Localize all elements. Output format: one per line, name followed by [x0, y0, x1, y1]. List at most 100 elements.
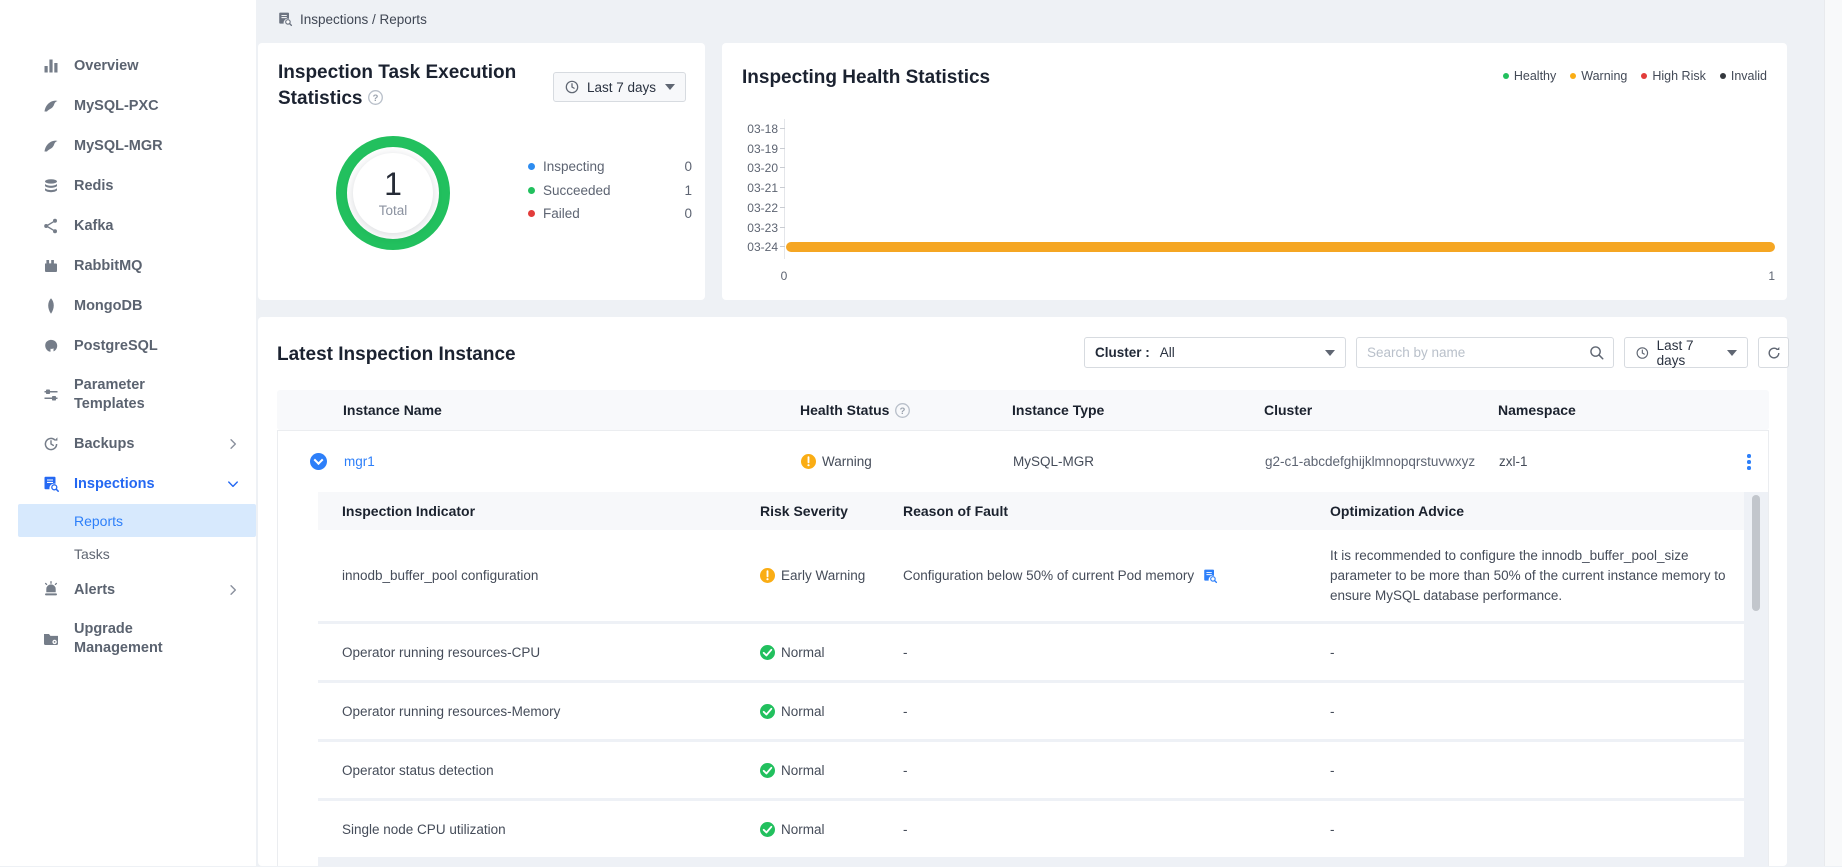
sidebar-item-label: RabbitMQ	[74, 257, 196, 276]
sidebar-item-kafka[interactable]: Kafka	[0, 206, 256, 246]
time-range-dropdown[interactable]: Last 7 days	[553, 72, 686, 102]
help-icon[interactable]: ?	[367, 89, 384, 106]
task-stats-legend: Inspecting0Succeeded1 Failed 0	[528, 155, 692, 226]
time-range-dropdown[interactable]: Last 7 days	[1624, 337, 1748, 368]
success-check-icon	[760, 822, 775, 837]
cluster-filter-value: All	[1160, 345, 1175, 360]
legend-dot	[1503, 73, 1509, 79]
inspection-detail-panel: Inspection Indicator Risk Severity Reaso…	[318, 492, 1768, 867]
y-axis-tick-label: 03-24	[722, 240, 778, 254]
refresh-button[interactable]	[1758, 337, 1789, 368]
col-risk-severity: Risk Severity	[760, 492, 848, 530]
dolphin-icon	[42, 97, 60, 115]
sidebar-item-mongodb[interactable]: MongoDB	[0, 286, 256, 326]
sidebar-item-reports[interactable]: Reports	[18, 504, 256, 537]
page-scrollbar-track[interactable]	[1824, 0, 1842, 866]
collapse-row-button[interactable]	[310, 453, 327, 470]
instance-link[interactable]: mgr1	[344, 454, 375, 469]
legend-dot	[528, 163, 535, 170]
dolphin-icon	[42, 137, 60, 155]
legend-value: 0	[684, 206, 692, 221]
sidebar-item-postgresql[interactable]: PostgreSQL	[0, 326, 256, 366]
indicator-cell: Operator running resources-CPU	[342, 624, 540, 680]
inspections-doc-magnifier-icon	[277, 11, 293, 27]
breadcrumb-text[interactable]: Inspections / Reports	[300, 12, 427, 27]
help-icon[interactable]: ?	[894, 402, 911, 419]
sidebar-item-rabbitmq[interactable]: RabbitMQ	[0, 246, 256, 286]
sidebar-item-label: Alerts	[74, 581, 196, 600]
sidebar-item-mysql-mgr[interactable]: MySQL-MGR	[0, 126, 256, 166]
detail-scrollbar-thumb[interactable]	[1752, 495, 1760, 611]
chevron-down-icon	[665, 84, 675, 90]
database-stack-icon	[42, 177, 60, 195]
legend-label: Failed	[543, 206, 580, 221]
y-axis-tick-label: 03-20	[722, 161, 778, 175]
legend-item-warning[interactable]: Warning	[1570, 69, 1627, 83]
reason-cell: -	[903, 624, 908, 680]
report-view-icon[interactable]	[1202, 568, 1218, 584]
axis-tick	[780, 227, 785, 228]
sidebar-item-parameter-templates[interactable]: Parameter Templates	[0, 366, 256, 424]
warning-icon	[760, 568, 775, 583]
task-total-donut-chart: 1 Total	[336, 136, 450, 250]
bar-warning-03-24	[786, 242, 1775, 252]
legend-item-inspecting[interactable]: Inspecting0	[528, 155, 692, 179]
y-axis-tick-label: 03-21	[722, 181, 778, 195]
sidebar-item-label: Upgrade Management	[74, 620, 196, 658]
chevron-right-icon	[226, 437, 240, 451]
col-instance-type: Instance Type	[1012, 390, 1104, 430]
indicator-cell: Single node CPU utilization	[342, 801, 506, 857]
col-inspection-indicator: Inspection Indicator	[342, 492, 475, 530]
sidebar-item-redis[interactable]: Redis	[0, 166, 256, 206]
instance-name-cell: mgr1	[344, 431, 375, 492]
legend-item-succeeded[interactable]: Succeeded1	[528, 179, 692, 203]
legend-item-failed[interactable]: Failed 0	[528, 202, 692, 226]
clock-icon	[564, 79, 580, 95]
advice-cell: -	[1330, 683, 1335, 739]
chart-row-03-18: 03-18	[722, 119, 1787, 139]
sidebar-item-inspections[interactable]: Inspections	[0, 464, 256, 504]
legend-item-healthy[interactable]: Healthy	[1503, 69, 1556, 83]
col-instance-name: Instance Name	[343, 390, 442, 430]
risk-severity-cell: Normal	[760, 801, 825, 857]
chart-row-03-23: 03-23	[722, 218, 1787, 238]
instance-table-header: Instance Name Health Status? Instance Ty…	[277, 390, 1769, 430]
svg-text:?: ?	[900, 405, 906, 416]
chevron-right-icon	[226, 583, 240, 597]
sidebar-item-label: PostgreSQL	[74, 337, 196, 356]
legend-label: Invalid	[1731, 69, 1767, 83]
legend-item-invalid[interactable]: Invalid	[1720, 69, 1767, 83]
chevron-down-icon	[226, 477, 240, 491]
sidebar-item-tasks[interactable]: Tasks	[0, 537, 256, 570]
warning-icon	[801, 454, 816, 469]
x-axis-tick-max: 1	[1745, 269, 1775, 283]
sidebar-item-label: Redis	[74, 177, 196, 196]
detail-row: Operator running resources-CPUNormal--	[318, 624, 1744, 680]
detail-row: Single node CPU utilizationNormal--	[318, 801, 1744, 857]
legend-item-high-risk[interactable]: High Risk	[1641, 69, 1706, 83]
donut-center: 1 Total	[353, 153, 433, 233]
inspection-reports-page: { "colors":{"accent_blue":"#2d7ff9","nav…	[0, 0, 1842, 866]
chart-row-03-20: 03-20	[722, 158, 1787, 178]
row-actions-menu[interactable]	[1740, 453, 1758, 471]
cluster-filter-select[interactable]: Cluster : All	[1084, 337, 1346, 368]
sidebar-item-mysql-pxc[interactable]: MySQL-PXC	[0, 86, 256, 126]
sidebar-item-backups[interactable]: Backups	[0, 424, 256, 464]
time-range-value: Last 7 days	[587, 80, 656, 95]
y-axis-tick-label: 03-18	[722, 122, 778, 136]
col-cluster: Cluster	[1264, 390, 1312, 430]
col-reason-of-fault: Reason of Fault	[903, 492, 1008, 530]
risk-severity-cell: Early Warning	[760, 530, 865, 621]
search-input[interactable]	[1367, 345, 1588, 360]
col-optimization-advice: Optimization Advice	[1330, 492, 1464, 530]
sidebar-item-overview[interactable]: Overview	[0, 46, 256, 86]
sidebar-item-alerts[interactable]: Alerts	[0, 570, 256, 610]
indicator-cell: Operator running resources-Memory	[342, 683, 560, 739]
y-axis-tick-label: 03-19	[722, 142, 778, 156]
expand-cell	[310, 431, 327, 492]
sidebar-subitem-label: Reports	[74, 513, 123, 529]
sidebar-item-upgrade-management[interactable]: Upgrade Management	[0, 610, 256, 668]
latest-inspection-instance-card: Latest Inspection Instance Cluster : All…	[258, 317, 1787, 866]
advice-cell: It is recommended to configure the innod…	[1330, 530, 1730, 621]
search-icon[interactable]	[1588, 344, 1605, 361]
